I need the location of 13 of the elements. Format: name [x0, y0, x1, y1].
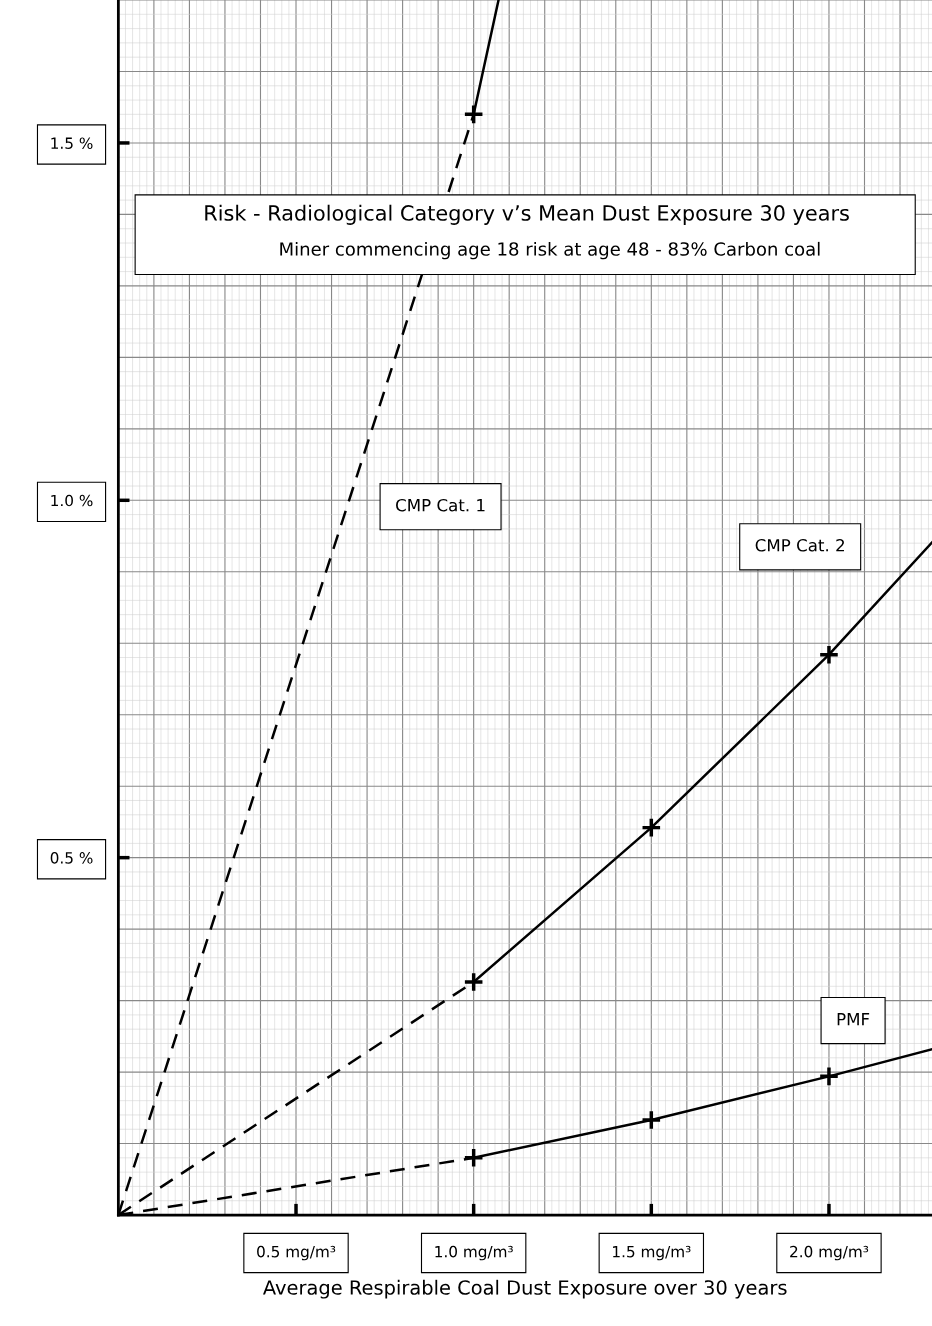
x-tick-label: 0.5 mg/m³ — [257, 1245, 336, 1261]
x-tick-label: 2.0 mg/m³ — [790, 1245, 869, 1261]
x-axis-title: Average Respirable Coal Dust Exposure over 30 years — [263, 1279, 787, 1299]
x-tick-label: 1.0 mg/m³ — [435, 1245, 513, 1261]
y-tick-label: 1.0 % — [51, 494, 93, 507]
x-tick-label: 1.5 mg/m³ — [613, 1245, 691, 1261]
text: Risk - Radiological Category v’s Mean Dust Exposure 30 years — [205, 204, 849, 225]
text: Miner commencing age 18 risk at age 48 - 83% Carbon coal — [280, 241, 820, 260]
y-tick-label: 1.5 % — [51, 137, 93, 149]
text: CMP Cat. 2 — [755, 538, 844, 552]
text: CMP Cat. 1 — [396, 498, 485, 512]
y-tick-label: 0.5 % — [50, 852, 93, 864]
text: PMF — [837, 1013, 870, 1026]
